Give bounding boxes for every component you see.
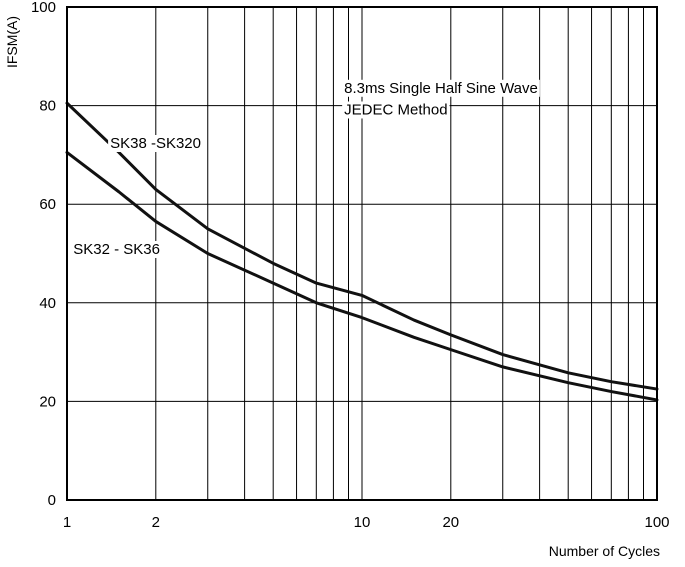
series-label-1: SK38 -SK320 [110,135,201,152]
tick-layer: 1 2 10 20 100 0 20 40 60 80 100 [31,0,670,531]
y-tick-label: 40 [39,295,56,312]
plot-frame [66,6,658,501]
annotation-text-1: 8.3ms Single Half Sine Wave [344,80,538,97]
series-label-bg [71,240,162,258]
y-axis-title: IFSM(A) [4,16,20,68]
y-tick-label: 0 [48,492,56,509]
annotation-text-2: JEDEC Method [344,101,447,118]
x-tick-label: 2 [152,514,160,531]
series-line-2 [65,150,659,402]
x-tick-label: 1 [63,514,71,531]
series-line-1 [65,101,659,391]
series-layer [65,101,659,402]
text-layer: SK38 -SK320 SK32 - SK36 8.3ms Single Half … [71,79,540,258]
series-label-2: SK32 - SK36 [73,241,160,258]
x-tick-label: 20 [442,514,459,531]
x-tick-label: 10 [354,514,371,531]
y-tick-label: 100 [31,0,56,16]
y-tick-label: 80 [39,98,56,115]
y-tick-label: 20 [39,393,56,410]
x-tick-label: 100 [644,514,669,531]
annotation-bg [342,79,540,97]
x-axis-title: Number of Cycles [549,543,660,559]
series-label-bg [108,134,204,152]
y-tick-label: 60 [39,196,56,213]
annotation-bg [342,101,450,119]
